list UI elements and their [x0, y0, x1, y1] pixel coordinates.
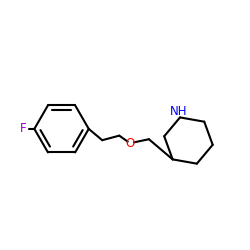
Text: NH: NH [170, 105, 188, 118]
Text: F: F [20, 122, 27, 136]
Text: O: O [126, 137, 135, 150]
